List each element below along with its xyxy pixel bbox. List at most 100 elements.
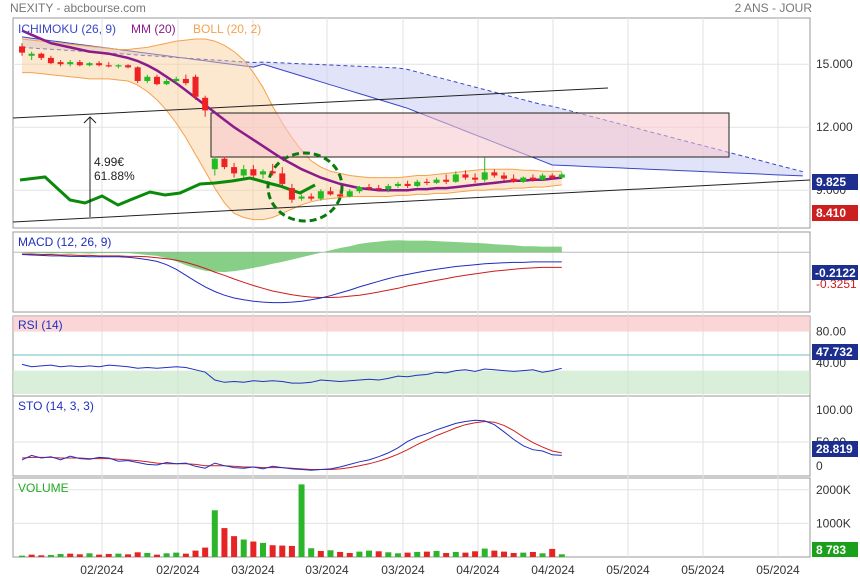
- macd-signal-line: [22, 253, 562, 298]
- candle-up: [452, 174, 459, 182]
- candle-up: [260, 171, 266, 175]
- mm20-line: [21, 29, 562, 192]
- volume-bar-up: [308, 548, 315, 557]
- candle-down: [375, 188, 382, 190]
- x-tick-label: 05/2024: [756, 563, 800, 577]
- candle-down: [288, 188, 295, 200]
- volume-bar-down: [67, 553, 74, 557]
- volume-bar-up: [47, 554, 54, 557]
- candle-down: [76, 62, 83, 66]
- candle-down: [134, 67, 141, 81]
- candle-down: [443, 179, 450, 182]
- sto-value-label: 28.819: [816, 442, 853, 456]
- candle-down: [19, 46, 25, 53]
- rsi-layer: [13, 316, 810, 394]
- volume-bar-up: [433, 550, 440, 557]
- sto-panel-frame: [12, 395, 811, 477]
- volume-bar-up: [211, 510, 218, 557]
- candle-up: [67, 62, 74, 65]
- volume-bar-up: [394, 553, 401, 557]
- candle-down: [510, 178, 517, 182]
- volume-bar-down: [134, 552, 141, 557]
- rsi-overbought-zone: [13, 316, 810, 332]
- price-tick-label: 12.000: [816, 120, 853, 134]
- macd-line: [21, 254, 562, 304]
- x-tick-label: 05/2024: [681, 563, 725, 577]
- sto-badge: [812, 441, 858, 457]
- rsi-oversold-zone: [13, 370, 810, 394]
- volume-bar-up: [260, 542, 266, 557]
- highlight-circle: [266, 151, 344, 223]
- volume-bar-down: [105, 553, 112, 557]
- candle-down: [57, 62, 64, 65]
- chart-title: NEXITY - abcbourse.com: [10, 1, 146, 15]
- volume-bar-down: [182, 553, 189, 557]
- candle-down: [125, 65, 132, 68]
- last-price-badge: [812, 174, 858, 190]
- candle-down: [269, 171, 276, 174]
- candle-down: [105, 65, 112, 67]
- candle-up: [240, 169, 247, 176]
- candle-up: [414, 181, 421, 186]
- lower-trend-line: [12, 179, 811, 223]
- volume-bar-down: [288, 545, 295, 557]
- volume-bar-down: [317, 550, 324, 557]
- volume-bar-down: [202, 547, 209, 557]
- volume-bar-down: [125, 554, 132, 557]
- volume-bar-down: [501, 551, 507, 557]
- candle-up: [394, 183, 401, 186]
- candle-down: [529, 177, 536, 180]
- last-price-label: 9.825: [816, 175, 846, 189]
- candle-down: [231, 167, 238, 174]
- volume-bar-up: [144, 552, 151, 557]
- macd-histogram: [22, 240, 562, 273]
- volume-bar-down: [269, 545, 276, 557]
- volume-bar-down: [510, 552, 517, 557]
- low-price-badge: [812, 205, 858, 221]
- sto-tick-label: 100.00: [816, 403, 853, 417]
- candle-up: [346, 191, 353, 197]
- candle-up: [298, 196, 305, 199]
- volume-bar-down: [250, 541, 257, 557]
- volume-bar-down: [549, 548, 556, 557]
- rsi-line: [21, 363, 562, 384]
- low-price-label: 8.410: [816, 206, 846, 220]
- x-tick-label: 02/2024: [156, 563, 200, 577]
- volume-bar-up: [115, 553, 122, 557]
- volume-bar-up: [240, 539, 247, 557]
- volume-tick-label: 2000K: [816, 483, 851, 497]
- bollinger-lower-line: [22, 72, 562, 221]
- candle-down: [549, 175, 556, 178]
- legend-ichimoku: ICHIMOKU (26, 9): [18, 22, 116, 36]
- rsi-badge: [812, 344, 858, 360]
- resistance-zone: [210, 112, 730, 158]
- volume-bar-down: [472, 551, 479, 557]
- volume-bar-down: [462, 552, 469, 557]
- volume-bar-up: [86, 553, 93, 557]
- volume-bar-down: [192, 550, 199, 557]
- candle-down: [472, 177, 479, 180]
- volume-bar-up: [173, 552, 180, 557]
- sto-d-line: [21, 420, 562, 470]
- candle-up: [28, 53, 35, 56]
- volume-bar-down: [28, 554, 35, 557]
- legend-sto: STO (14, 3, 3): [18, 399, 94, 413]
- x-tick-label: 05/2024: [606, 563, 650, 577]
- volume-bar-down: [346, 552, 353, 557]
- candle-up: [356, 187, 363, 192]
- volume-bar-up: [520, 552, 527, 557]
- price-tick-label: 15.000: [816, 57, 853, 71]
- candle-down: [327, 191, 334, 195]
- volume-bar-down: [529, 551, 536, 557]
- macd-signal-label: -0.3251: [816, 277, 857, 291]
- candle-down: [501, 175, 507, 179]
- candle-down: [366, 187, 373, 189]
- volume-bar-down: [221, 528, 228, 557]
- candle-up: [211, 158, 218, 170]
- candle-up: [558, 174, 565, 178]
- legend-boll: BOLL (20, 2): [193, 22, 261, 36]
- green-overlay-line: [19, 175, 316, 207]
- volume-bar-down: [96, 554, 103, 557]
- volume-bar-up: [366, 550, 373, 557]
- candle-down: [202, 97, 209, 111]
